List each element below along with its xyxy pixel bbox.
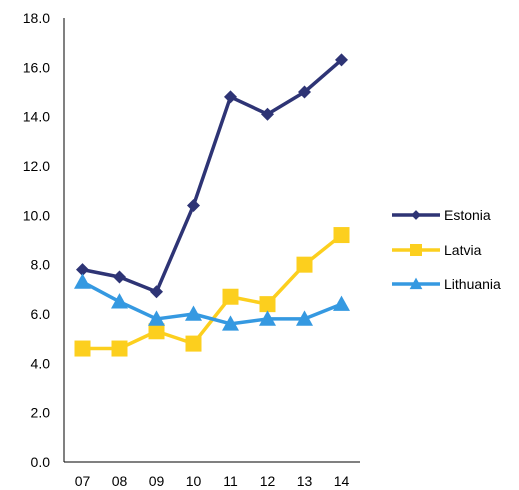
- series-line: [82, 233, 343, 351]
- series-latvia: [74, 227, 350, 357]
- series-layer: [74, 53, 350, 357]
- legend-label: Estonia: [444, 207, 491, 223]
- data-point-triangle: [74, 273, 91, 289]
- x-tick-labels: 07 08 09 10 11 12 13 14: [75, 473, 350, 489]
- legend-item: Lithuania: [392, 276, 501, 292]
- x-tick-label: 08: [112, 473, 128, 489]
- legend-item: Estonia: [392, 207, 491, 223]
- x-tick-label: 14: [334, 473, 350, 489]
- y-tick-label: 18.0: [23, 10, 50, 26]
- y-tick-label: 6.0: [31, 306, 51, 322]
- data-point-triangle: [148, 310, 165, 326]
- data-point-diamond: [335, 53, 348, 67]
- data-point-diamond: [150, 285, 163, 299]
- y-tick-label: 4.0: [31, 355, 51, 371]
- x-tick-label: 10: [186, 473, 202, 489]
- x-tick-label: 11: [223, 473, 238, 489]
- y-tick-label: 14.0: [23, 109, 50, 125]
- data-point-diamond: [113, 270, 126, 284]
- data-point-square: [333, 227, 350, 244]
- x-tick-label: 12: [260, 473, 276, 489]
- y-tick-label: 12.0: [23, 158, 50, 174]
- data-point-diamond: [224, 90, 237, 104]
- data-point-triangle: [296, 310, 313, 326]
- legend-label: Lithuania: [444, 276, 501, 292]
- y-tick-labels: 0.0 2.0 4.0 6.0 8.0 10.0 12.0 14.0 16.0 18.0: [23, 10, 50, 470]
- y-tick-label: 0.0: [31, 454, 51, 470]
- data-point-square: [410, 244, 422, 256]
- y-axis: 0.0 2.0 4.0 6.0 8.0 10.0 12.0 14.0 16.0 18.0: [23, 10, 65, 470]
- series-lithuania: [74, 273, 350, 331]
- y-tick-label: 2.0: [31, 405, 51, 421]
- x-tick-label: 09: [149, 473, 165, 489]
- y-tick-label: 10.0: [23, 207, 50, 223]
- data-point-diamond: [298, 85, 311, 99]
- data-point-diamond: [261, 107, 274, 121]
- x-tick-label: 13: [297, 473, 313, 489]
- data-point-triangle: [259, 310, 276, 326]
- data-point-square: [296, 256, 313, 273]
- data-point-square: [222, 288, 239, 305]
- y-tick-label: 16.0: [23, 59, 50, 75]
- data-point-square: [111, 340, 128, 357]
- data-point-triangle: [111, 293, 128, 309]
- data-point-square: [148, 323, 165, 340]
- data-point-triangle: [222, 315, 239, 331]
- data-point-square: [185, 335, 202, 352]
- data-point-triangle: [409, 277, 423, 290]
- data-point-diamond: [411, 210, 421, 220]
- data-point-diamond: [187, 198, 200, 212]
- data-point-diamond: [76, 263, 89, 277]
- y-tick-label: 8.0: [31, 257, 51, 273]
- legend: Estonia Latvia Lithuania: [392, 207, 501, 292]
- series-estonia: [76, 53, 348, 299]
- data-point-triangle: [333, 295, 350, 311]
- data-point-square: [259, 296, 276, 313]
- data-point-square: [74, 340, 91, 357]
- series-line: [82, 58, 343, 294]
- data-point-triangle: [185, 305, 202, 321]
- x-axis: 07 08 09 10 11 12 13 14: [64, 461, 360, 489]
- x-tick-label: 07: [75, 473, 91, 489]
- legend-label: Latvia: [444, 242, 482, 258]
- legend-item: Latvia: [392, 242, 482, 258]
